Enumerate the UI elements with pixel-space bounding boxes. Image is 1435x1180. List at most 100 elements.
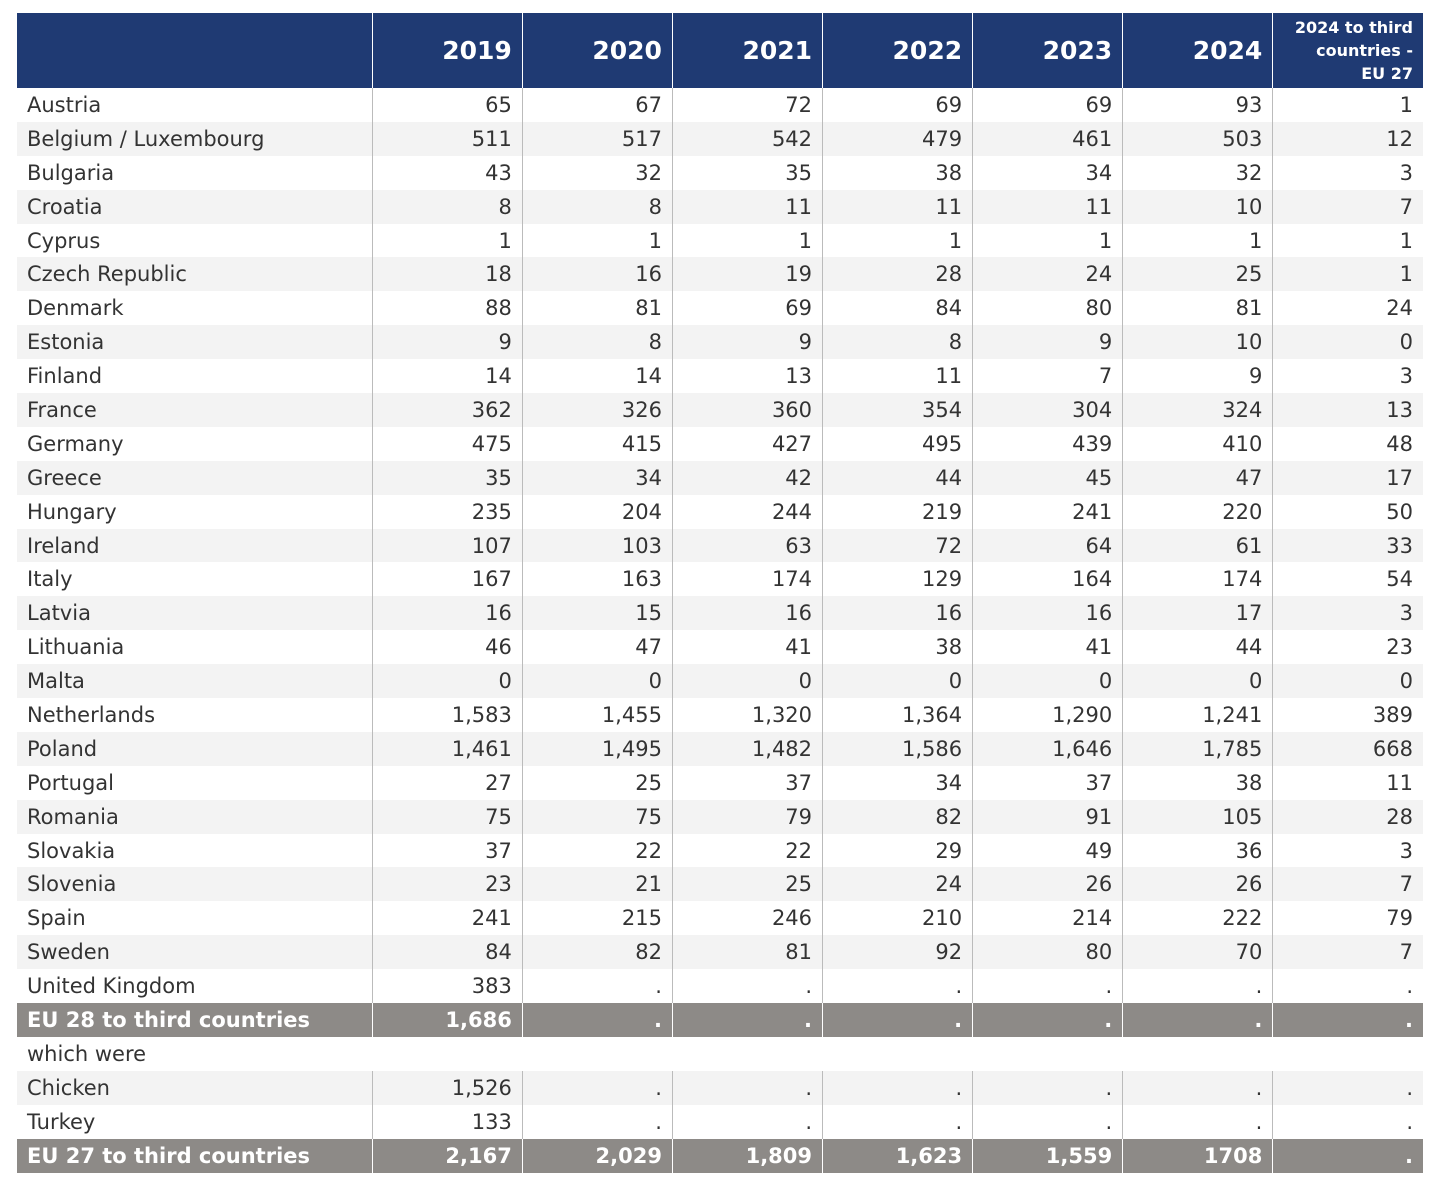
value-cell: 25	[521, 765, 673, 800]
row-label: Ireland	[17, 528, 373, 563]
table-row: Romania 75 75 79 82 91 105 28	[17, 799, 1423, 834]
value-cell: 0	[671, 664, 823, 699]
table-row: Bulgaria 43 32 35 38 34 32 3	[17, 155, 1423, 190]
value-cell: 25	[1122, 257, 1273, 292]
value-cell: 16	[371, 596, 523, 631]
value-cell: 84	[371, 935, 523, 970]
value-cell: 38	[1122, 765, 1273, 800]
table-row: Poland 1,461 1,495 1,482 1,586 1,646 1,785 668	[17, 731, 1423, 766]
value-cell: 9	[671, 325, 823, 360]
value-cell: 1	[1272, 88, 1423, 122]
value-cell: 0	[822, 664, 973, 699]
value-cell: 542	[671, 121, 823, 156]
value-cell: 61	[1122, 528, 1273, 563]
value-cell: 88	[371, 291, 523, 326]
table-row: United Kingdom 383......	[17, 969, 1423, 1004]
value-cell: 82	[521, 935, 673, 970]
row-label: Italy	[27, 567, 73, 592]
table-row: Chicken 1,526......	[17, 1070, 1423, 1105]
value-cell: 24	[972, 257, 1123, 292]
value-cell: 164	[972, 562, 1123, 597]
subheading: which were	[27, 1041, 147, 1066]
value-cell: 35	[371, 460, 523, 495]
value-cell: 23	[1272, 630, 1423, 665]
value-cell: 10	[1122, 325, 1273, 360]
value-cell: .	[671, 1003, 823, 1037]
table-row: Hungary 235 204 244 219 241 220 50	[17, 494, 1423, 529]
table-row: Lithuania 46 47 41 38 41 44 23	[17, 630, 1423, 665]
subheading-row: which were	[17, 1037, 1423, 1071]
table-row: Estonia 9 8 9 8 9 10 0	[17, 325, 1423, 360]
value-cell: 174	[671, 562, 823, 597]
value-cell: 410	[1122, 426, 1273, 461]
value-cell: .	[822, 1104, 973, 1139]
value-cell: 15	[521, 596, 673, 631]
value-cell: 36	[1122, 833, 1273, 868]
value-cell: 81	[1122, 291, 1273, 326]
value-cell: 54	[1272, 562, 1423, 597]
value-cell: 8	[371, 189, 523, 224]
value-cell: 0	[1272, 325, 1423, 360]
value-cell: 219	[822, 494, 973, 529]
row-label: Latvia	[17, 596, 373, 631]
value-cell: 38	[822, 155, 973, 190]
value-cell: 105	[1122, 799, 1273, 834]
value-cell: 41	[972, 630, 1123, 665]
value-cell: 1,526	[371, 1070, 523, 1105]
value-cell: 22	[671, 833, 823, 868]
table-row: Denmark 88 81 69 84 80 81 24	[17, 291, 1423, 326]
value-cell: 324	[1122, 393, 1273, 427]
value-cell: 33	[1272, 528, 1423, 563]
value-cell: 9	[371, 325, 523, 360]
value-cell: 69	[671, 291, 823, 326]
row-label: Sweden	[17, 935, 373, 970]
value-cell: 79	[1272, 901, 1423, 936]
value-cell: 427	[671, 426, 823, 461]
row-label: Estonia	[17, 325, 373, 360]
table-row: EU 27 to third countries 2,167 2,029 1,809 1…	[17, 1138, 1423, 1173]
value-cell: 8	[822, 325, 973, 360]
value-cell: 103	[521, 528, 673, 563]
table-row: Malta 0 0 0 0 0 0 0	[17, 664, 1423, 699]
value-cell: 0	[371, 664, 523, 699]
value-cell: 29	[822, 833, 973, 868]
table-row: Finland 14 14 13 11 7 9 3	[17, 359, 1423, 394]
value-cell: 37	[671, 765, 823, 800]
value-cell: 32	[521, 155, 673, 190]
value-cell: 92	[822, 935, 973, 970]
value-cell: 0	[1272, 664, 1423, 699]
value-cell: .	[1272, 969, 1423, 1004]
value-cell: 17	[1272, 460, 1423, 495]
value-cell: 13	[1272, 393, 1423, 427]
value-cell: 241	[371, 901, 523, 936]
value-cell: 1	[1122, 223, 1273, 258]
value-cell: 220	[1122, 494, 1273, 529]
value-cell: 9	[1122, 359, 1273, 394]
row-label: United Kingdom	[27, 974, 196, 999]
table-row: Turkey 133......	[17, 1104, 1423, 1139]
table-row: Italy 167 163 174 129 164 174 54	[17, 562, 1423, 597]
table-row: Latvia 16 15 16 16 16 17 3	[17, 596, 1423, 631]
value-cell: .	[521, 1003, 673, 1037]
value-cell: 35	[671, 155, 823, 190]
value-cell: 235	[371, 494, 523, 529]
value-cell: 32	[1122, 155, 1273, 190]
table-row: Spain 241 215 246 210 214 222 79	[17, 901, 1423, 936]
value-cell: 41	[671, 630, 823, 665]
value-cell: 241	[972, 494, 1123, 529]
value-cell: .	[671, 1070, 823, 1105]
row-label: France	[17, 393, 373, 427]
value-cell: 63	[671, 528, 823, 563]
value-cell: 1,364	[822, 698, 973, 732]
data-table: 2019 2020 2021 2022 2023 2024 2024 to third co…	[17, 13, 1423, 1173]
value-cell: .	[521, 969, 673, 1004]
value-cell: 2,167	[371, 1138, 523, 1173]
value-cell: 11	[972, 189, 1123, 224]
header-cell	[17, 13, 373, 88]
value-cell: 11	[671, 189, 823, 224]
header-cell: 2024 to third countries - EU 27	[1272, 13, 1423, 88]
table-row: Austria 65 67 72 69 69 93 1	[17, 88, 1423, 122]
value-cell: 1	[371, 223, 523, 258]
value-cell: 19	[671, 257, 823, 292]
value-cell: 1,623	[822, 1138, 973, 1173]
